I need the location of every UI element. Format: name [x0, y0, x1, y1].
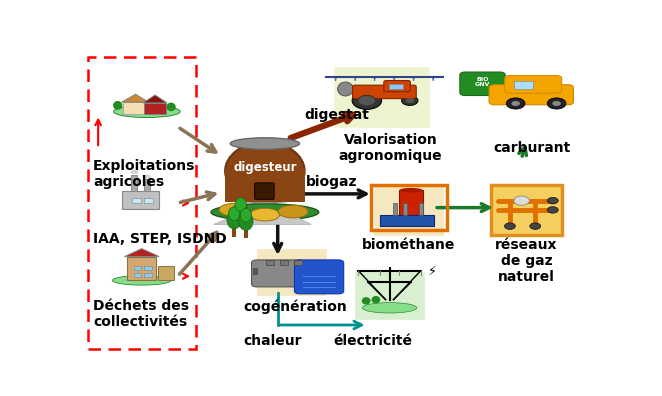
Bar: [514, 81, 533, 89]
Circle shape: [352, 92, 381, 109]
Ellipse shape: [361, 297, 371, 305]
FancyBboxPatch shape: [504, 76, 562, 93]
Bar: [144, 266, 152, 270]
Ellipse shape: [235, 198, 246, 211]
Polygon shape: [124, 249, 159, 257]
Bar: [158, 266, 173, 280]
FancyBboxPatch shape: [460, 72, 505, 95]
Bar: [232, 223, 236, 236]
Bar: [244, 225, 248, 238]
Circle shape: [547, 98, 566, 109]
Bar: [132, 175, 137, 191]
Ellipse shape: [219, 203, 249, 216]
Text: Exploitations
agricoles: Exploitations agricoles: [93, 159, 195, 189]
Circle shape: [511, 101, 520, 106]
Ellipse shape: [227, 211, 241, 229]
Ellipse shape: [399, 188, 423, 192]
Bar: [134, 266, 141, 270]
Ellipse shape: [338, 82, 354, 96]
Bar: [389, 84, 403, 89]
FancyBboxPatch shape: [225, 168, 305, 202]
Circle shape: [530, 223, 541, 229]
FancyBboxPatch shape: [491, 185, 563, 235]
Ellipse shape: [225, 142, 305, 200]
Text: ⚡: ⚡: [428, 264, 437, 277]
Ellipse shape: [113, 276, 171, 285]
Bar: [266, 259, 274, 265]
Text: digesteur: digesteur: [233, 162, 297, 175]
Circle shape: [506, 98, 525, 109]
Bar: [239, 214, 243, 227]
Bar: [88, 57, 196, 349]
Ellipse shape: [250, 208, 280, 221]
Bar: [132, 198, 140, 203]
Bar: [127, 257, 156, 280]
Ellipse shape: [211, 204, 319, 221]
Bar: [253, 268, 258, 274]
Polygon shape: [214, 215, 311, 225]
Text: Déchets des
collectivités: Déchets des collectivités: [93, 299, 189, 329]
Circle shape: [547, 198, 558, 204]
Ellipse shape: [362, 303, 417, 313]
FancyBboxPatch shape: [252, 260, 305, 287]
Ellipse shape: [278, 205, 308, 218]
FancyBboxPatch shape: [257, 249, 326, 295]
Bar: [144, 179, 150, 191]
Circle shape: [547, 207, 558, 213]
Text: BIO
GNV: BIO GNV: [475, 77, 490, 88]
Bar: [419, 203, 423, 215]
FancyBboxPatch shape: [255, 183, 274, 199]
Text: Valorisation
agronomique: Valorisation agronomique: [339, 133, 442, 163]
Ellipse shape: [143, 175, 150, 178]
Text: réseaux
de gaz
naturel: réseaux de gaz naturel: [495, 238, 558, 284]
Text: chaleur: chaleur: [244, 333, 302, 348]
Polygon shape: [122, 94, 148, 102]
Bar: [144, 273, 152, 277]
Bar: [122, 191, 159, 209]
Bar: [380, 215, 434, 226]
Circle shape: [514, 196, 530, 205]
Bar: [144, 103, 166, 114]
Circle shape: [358, 95, 375, 106]
Bar: [134, 273, 141, 277]
Text: carburant: carburant: [493, 141, 570, 154]
Ellipse shape: [234, 202, 248, 220]
Circle shape: [406, 98, 414, 103]
Text: IAA, STEP, ISDND: IAA, STEP, ISDND: [93, 232, 227, 246]
Bar: [294, 259, 301, 265]
Polygon shape: [143, 95, 167, 103]
Ellipse shape: [114, 106, 180, 118]
Ellipse shape: [228, 207, 240, 221]
FancyBboxPatch shape: [334, 67, 429, 127]
Bar: [144, 198, 153, 203]
Bar: [393, 203, 397, 215]
Bar: [403, 203, 407, 215]
Circle shape: [402, 96, 418, 105]
Ellipse shape: [240, 208, 252, 222]
Text: digestat: digestat: [305, 108, 369, 122]
Circle shape: [552, 101, 561, 106]
Circle shape: [504, 223, 516, 229]
Ellipse shape: [166, 103, 176, 111]
Text: biométhane: biométhane: [362, 238, 455, 252]
Text: électricité: électricité: [333, 333, 412, 348]
FancyBboxPatch shape: [353, 85, 416, 99]
Bar: [399, 190, 423, 225]
FancyBboxPatch shape: [295, 260, 344, 294]
FancyBboxPatch shape: [374, 185, 444, 235]
FancyBboxPatch shape: [355, 272, 424, 319]
Ellipse shape: [113, 101, 122, 110]
Text: biogaz: biogaz: [306, 175, 357, 189]
FancyBboxPatch shape: [384, 80, 410, 91]
Ellipse shape: [131, 171, 138, 174]
Bar: [123, 102, 148, 114]
Ellipse shape: [228, 191, 302, 203]
Ellipse shape: [371, 296, 380, 303]
FancyBboxPatch shape: [489, 85, 573, 105]
Bar: [280, 259, 288, 265]
Text: cogénération: cogénération: [244, 299, 348, 314]
Ellipse shape: [230, 138, 299, 149]
Ellipse shape: [239, 212, 253, 230]
